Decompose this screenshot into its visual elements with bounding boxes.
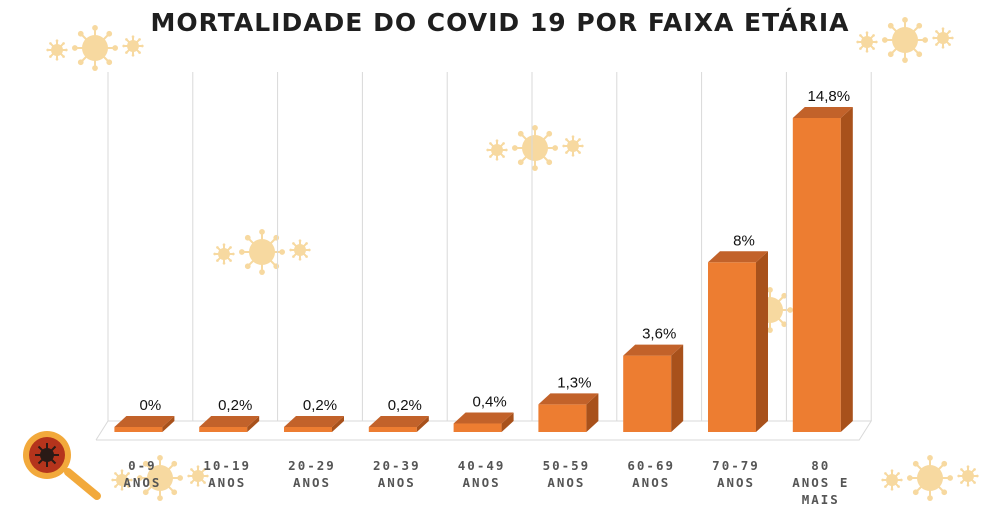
bar-top — [114, 416, 175, 427]
virus-decoration-center — [511, 124, 559, 172]
bar-front — [368, 427, 417, 432]
virus-decoration-bottom-right-small-right — [957, 465, 979, 487]
bar-side — [332, 416, 344, 432]
value-label: 1,3% — [557, 374, 591, 391]
bar-front — [538, 404, 587, 432]
bar — [623, 344, 684, 432]
virus-decoration-top-left — [71, 24, 119, 72]
bar — [284, 416, 344, 432]
bar — [708, 251, 768, 432]
bar-top — [453, 412, 514, 424]
bar-side — [416, 416, 429, 432]
bar-front — [453, 423, 502, 432]
category-label: 40-49 ANOS — [458, 458, 506, 490]
value-label: 0,2% — [388, 397, 422, 414]
bar-side — [756, 251, 768, 432]
bar — [199, 416, 260, 432]
value-label: 0,2% — [218, 397, 252, 414]
bar-top — [708, 251, 768, 263]
bar-top — [538, 393, 599, 405]
chart-title: MORTALIDADE DO COVID 19 POR FAIXA ETÁRIA — [150, 8, 850, 37]
value-label: 0,4% — [472, 394, 506, 411]
category-label: 80 ANOS E MAIS — [792, 458, 849, 507]
category-label: 10-19 ANOS — [203, 458, 251, 490]
category-label: 0-9 ANOS — [123, 458, 161, 490]
bar-side — [671, 344, 684, 432]
virus-decoration-bottom-right — [906, 454, 954, 502]
virus-decoration-top-right — [881, 16, 929, 64]
bar-top — [284, 416, 344, 427]
category-label: 60-69 ANOS — [627, 458, 675, 490]
bar-side — [586, 393, 599, 432]
bar-front — [114, 427, 163, 432]
bar-front — [708, 262, 756, 432]
magnifier-handle — [64, 468, 101, 500]
bar — [114, 416, 175, 432]
value-label: 8% — [733, 232, 755, 249]
bar-side — [247, 416, 260, 432]
gridlines — [95, 72, 873, 441]
virus-magnifier-icon — [23, 431, 101, 500]
virus-core — [40, 448, 54, 462]
virus-decoration-top-right-small-right — [932, 27, 954, 49]
virus-decoration-top-left-small-right — [122, 35, 144, 57]
bar-front — [623, 355, 672, 432]
bar-top — [792, 107, 853, 118]
value-label: 0,2% — [303, 397, 337, 414]
bar-top — [368, 416, 429, 427]
bar-top — [199, 416, 260, 427]
virus-decoration-bottom-left-small-right — [187, 465, 209, 487]
value-labels: 0% 0,2% 0,2% 0,2% 0,4% 1,3% 3,6% 8% 14,8% — [140, 88, 851, 414]
virus-decoration-left-small-left — [213, 243, 235, 265]
value-label: 14,8% — [808, 88, 851, 105]
category-labels: 0-9 ANOS 10-19 ANOS 20-29 ANOS 20-39 ANOS 40-49 A… — [123, 458, 849, 507]
bar-front — [792, 118, 841, 432]
bars — [114, 107, 853, 432]
bar — [453, 412, 514, 432]
bar-side — [162, 416, 175, 432]
virus-decoration-center-small-right — [562, 135, 584, 157]
category-label: 70-79 ANOS — [712, 458, 760, 490]
virus-decoration-bottom-right-small-left — [881, 469, 903, 491]
bar-front — [199, 427, 248, 432]
category-label: 20-39 ANOS — [373, 458, 421, 490]
value-label: 0% — [140, 397, 162, 414]
virus-decoration-left — [238, 228, 286, 276]
category-label: 50-59 ANOS — [543, 458, 591, 490]
virus-decoration-top-right-small-left — [856, 31, 878, 53]
value-label: 3,6% — [642, 326, 676, 343]
bar-side — [501, 412, 514, 432]
virus-decoration-top-left-small-left — [46, 39, 68, 61]
virus-decoration-center-small-left — [486, 139, 508, 161]
bar — [538, 393, 599, 432]
bar — [792, 107, 853, 432]
virus-decoration-left-small-right — [289, 239, 311, 261]
floor-line — [95, 420, 873, 441]
bar-side — [840, 107, 853, 432]
virus-decoration-bottom-left — [136, 454, 184, 502]
bar — [368, 416, 429, 432]
bar-top — [623, 344, 684, 356]
bar-front — [284, 427, 332, 432]
virus-decoration-bottom-left-small-left — [111, 469, 133, 491]
category-label: 20-29 ANOS — [288, 458, 336, 490]
